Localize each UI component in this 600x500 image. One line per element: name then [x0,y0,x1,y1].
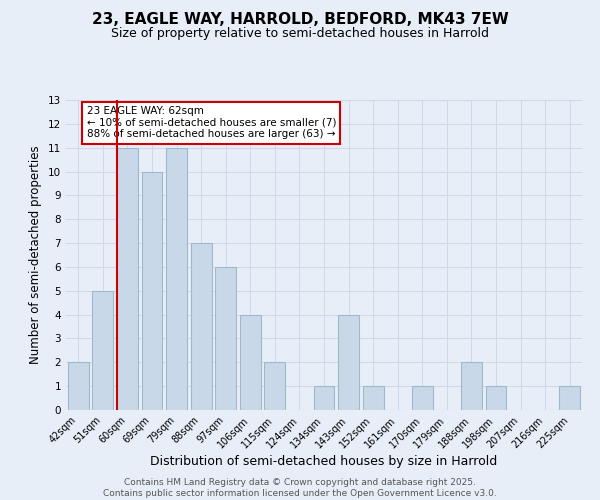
Text: 23, EAGLE WAY, HARROLD, BEDFORD, MK43 7EW: 23, EAGLE WAY, HARROLD, BEDFORD, MK43 7E… [92,12,508,28]
Bar [338,314,359,410]
Bar [166,148,187,410]
Bar [461,362,482,410]
Bar [215,267,236,410]
Text: 23 EAGLE WAY: 62sqm
← 10% of semi-detached houses are smaller (7)
88% of semi-de: 23 EAGLE WAY: 62sqm ← 10% of semi-detach… [86,106,336,140]
X-axis label: Distribution of semi-detached houses by size in Harrold: Distribution of semi-detached houses by … [151,456,497,468]
Bar [117,148,138,410]
Bar [485,386,506,410]
Bar [240,314,261,410]
Bar [362,386,383,410]
Bar [559,386,580,410]
Text: Contains HM Land Registry data © Crown copyright and database right 2025.
Contai: Contains HM Land Registry data © Crown c… [103,478,497,498]
Bar [142,172,163,410]
Text: Size of property relative to semi-detached houses in Harrold: Size of property relative to semi-detach… [111,28,489,40]
Bar [92,291,113,410]
Bar [314,386,334,410]
Bar [412,386,433,410]
Bar [265,362,286,410]
Bar [191,243,212,410]
Y-axis label: Number of semi-detached properties: Number of semi-detached properties [29,146,43,364]
Bar [68,362,89,410]
